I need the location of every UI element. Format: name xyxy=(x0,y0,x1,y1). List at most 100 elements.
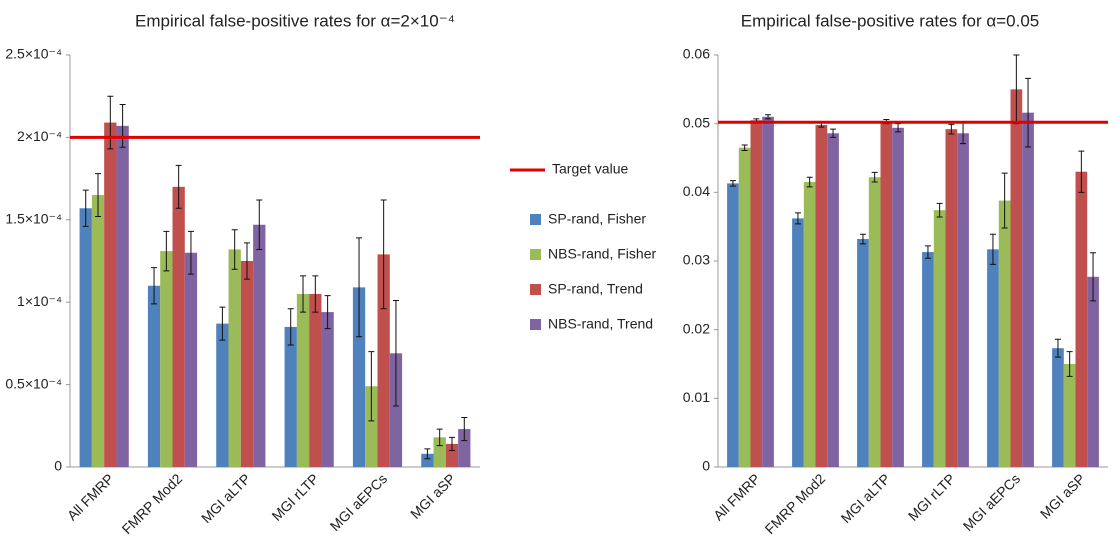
bar xyxy=(421,453,434,467)
error-bar xyxy=(741,144,748,151)
bar xyxy=(1022,112,1034,468)
bar xyxy=(389,353,403,467)
bar xyxy=(892,127,904,467)
bar xyxy=(922,252,934,467)
bar xyxy=(104,122,117,468)
bar xyxy=(377,254,390,467)
bar xyxy=(987,249,999,467)
error-bar xyxy=(436,428,443,447)
x-tick-label: MGI rLTP xyxy=(905,470,958,523)
error-bar xyxy=(312,275,319,313)
y-tick-label: 0 xyxy=(54,458,62,474)
bar xyxy=(253,224,266,467)
bar xyxy=(857,239,869,467)
bar xyxy=(762,116,774,468)
error-bar xyxy=(448,436,455,452)
bar xyxy=(750,120,763,467)
error-bar xyxy=(324,295,331,330)
error-bar xyxy=(368,351,375,422)
x-tick-label: MGI aSP xyxy=(1037,470,1088,521)
x-tick-label: FMRP Mod2 xyxy=(119,470,186,537)
bar xyxy=(1087,276,1099,467)
x-tick-label: All FMRP xyxy=(64,470,117,523)
legend-swatch xyxy=(530,284,541,295)
error-bar xyxy=(1066,351,1073,377)
bar xyxy=(1052,348,1064,467)
error-bar xyxy=(924,245,931,259)
chart-title: Empirical false-positive rates for α=2×1… xyxy=(135,11,455,30)
bar xyxy=(998,200,1011,467)
bar xyxy=(160,251,173,467)
x-tick-label: MGI aLTP xyxy=(838,470,894,526)
bar xyxy=(216,323,229,467)
x-tick-label: FMRP Mod2 xyxy=(762,470,829,537)
error-bar xyxy=(392,300,399,407)
error-bar xyxy=(356,237,363,338)
y-tick-label: 1.5×10⁻⁴ xyxy=(5,211,62,227)
bar xyxy=(321,312,334,467)
error-bar xyxy=(175,164,182,209)
bar xyxy=(957,133,969,467)
x-tick-label: MGI aLTP xyxy=(198,470,254,526)
error-bar xyxy=(859,233,866,245)
bar xyxy=(727,183,739,467)
bar xyxy=(792,218,804,467)
error-bar xyxy=(243,242,250,280)
error-bar xyxy=(95,173,102,218)
error-bar xyxy=(1078,150,1085,193)
legend-swatch xyxy=(530,214,541,225)
error-bar xyxy=(82,189,89,227)
legend-swatch xyxy=(530,319,541,330)
legend-label: NBS-rand, Trend xyxy=(548,316,653,332)
y-tick-label: 0.06 xyxy=(683,46,710,62)
y-tick-label: 0.5×10⁻⁴ xyxy=(5,375,62,391)
chart-title: Empirical false-positive rates for α=0.0… xyxy=(741,11,1039,30)
bar xyxy=(880,121,893,468)
bar xyxy=(172,186,185,467)
error-bar xyxy=(287,308,294,346)
error-bar xyxy=(1090,252,1097,302)
legend-label: NBS-rand, Fisher xyxy=(548,246,656,262)
error-bar xyxy=(765,114,772,120)
error-bar xyxy=(729,180,736,187)
bar xyxy=(1063,364,1076,467)
bar xyxy=(815,125,828,467)
bar xyxy=(1075,171,1088,467)
y-tick-label: 2.5×10⁻⁴ xyxy=(5,46,62,62)
bar xyxy=(433,437,446,467)
bar xyxy=(945,129,958,467)
y-tick-label: 0.04 xyxy=(683,183,710,199)
error-bar xyxy=(256,199,263,250)
error-bar xyxy=(1001,172,1008,229)
x-tick-label: MGI aSP xyxy=(407,470,458,521)
x-tick-label: MGI rLTP xyxy=(268,470,321,523)
y-tick-label: 0.02 xyxy=(683,320,710,336)
bar xyxy=(445,443,459,467)
error-bar xyxy=(794,212,801,225)
bar xyxy=(116,125,129,467)
legend-label: Target value xyxy=(552,161,628,177)
error-bar xyxy=(830,128,837,138)
bar xyxy=(803,182,816,468)
error-bar xyxy=(948,123,955,135)
bar xyxy=(284,326,297,467)
x-tick-label: MGI aEPCs xyxy=(960,470,1024,534)
y-tick-label: 0.03 xyxy=(683,252,710,268)
y-tick-label: 0 xyxy=(702,458,710,474)
bar xyxy=(933,210,946,468)
x-tick-label: MGI aEPCs xyxy=(327,470,391,534)
error-bar xyxy=(989,233,996,265)
error-bar xyxy=(231,229,238,270)
error-bar xyxy=(119,103,126,148)
bar xyxy=(91,195,105,467)
y-tick-label: 2×10⁻⁴ xyxy=(17,128,62,144)
bar xyxy=(296,293,310,467)
legend-label: SP-rand, Fisher xyxy=(548,211,646,227)
error-bar xyxy=(936,202,943,218)
error-bar xyxy=(163,230,170,272)
legend-swatch xyxy=(530,249,541,260)
bar xyxy=(309,293,322,467)
bar xyxy=(458,429,471,467)
error-bar xyxy=(1054,338,1061,358)
